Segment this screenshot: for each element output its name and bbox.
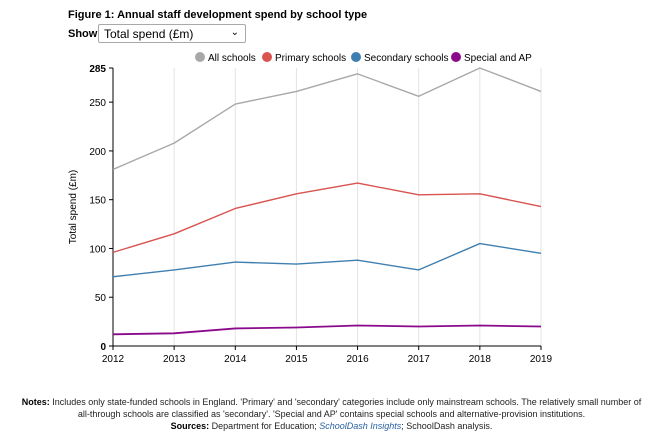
chevron-down-icon: ⌄ xyxy=(230,27,239,38)
sources-suffix: ; SchoolDash analysis. xyxy=(401,421,493,431)
schooldash-insights-link[interactable]: SchoolDash Insights xyxy=(319,421,402,431)
legend-label-special-and-ap[interactable]: Special and AP xyxy=(464,53,532,64)
notes-text: Includes only state-funded schools in En… xyxy=(52,397,642,419)
y-tick-label-100: 100 xyxy=(89,244,106,255)
sources-label: Sources: xyxy=(170,421,210,431)
x-tick-label-2013: 2013 xyxy=(163,354,186,365)
notes-label: Notes: xyxy=(21,397,50,407)
measure-select-value: Total spend (£m) xyxy=(104,27,194,41)
y-tick-label-250: 250 xyxy=(89,98,106,109)
series-line-primary-schools xyxy=(112,182,542,254)
series-line-all-schools xyxy=(112,67,542,171)
y-tick-label-50: 50 xyxy=(95,293,107,304)
legend-marker-secondary-schools[interactable] xyxy=(351,52,361,62)
series-line-special-and-ap xyxy=(112,324,542,336)
x-tick-label-2014: 2014 xyxy=(224,354,247,365)
y-axis-label: Total spend (£m) xyxy=(68,170,79,244)
legend-label-all-schools[interactable]: All schools xyxy=(208,53,256,64)
x-tick-label-2016: 2016 xyxy=(346,354,369,365)
x-tick-label-2019: 2019 xyxy=(530,354,553,365)
legend-label-secondary-schools[interactable]: Secondary schools xyxy=(364,53,449,64)
y-tick-label-0: 0 xyxy=(100,342,106,353)
x-tick-label-2018: 2018 xyxy=(469,354,492,365)
legend-label-primary-schools[interactable]: Primary schools xyxy=(275,53,346,64)
chart-notes: Notes: Includes only state-funded school… xyxy=(20,396,643,432)
legend-marker-special-and-ap[interactable] xyxy=(451,52,461,62)
legend-marker-all-schools[interactable] xyxy=(195,52,205,62)
x-tick-label-2017: 2017 xyxy=(408,354,431,365)
y-tick-label-150: 150 xyxy=(89,196,106,207)
x-tick-label-2012: 2012 xyxy=(102,354,125,365)
y-tick-label-200: 200 xyxy=(89,147,106,158)
line-chart: 0 50 100 150 200 250 285 2012 2013 2014 2015 2016 20… xyxy=(68,52,553,365)
y-tick-label-285: 285 xyxy=(89,64,106,75)
measure-select[interactable]: Total spend (£m) ⌄ xyxy=(98,24,246,43)
figure-title: Figure 1: Annual staff development spend… xyxy=(68,9,368,21)
legend-marker-primary-schools[interactable] xyxy=(262,52,272,62)
show-label: Show: xyxy=(68,28,101,40)
series-line-secondary-schools xyxy=(112,242,542,278)
x-tick-label-2015: 2015 xyxy=(285,354,308,365)
sources-prefix: Department for Education; xyxy=(211,421,317,431)
